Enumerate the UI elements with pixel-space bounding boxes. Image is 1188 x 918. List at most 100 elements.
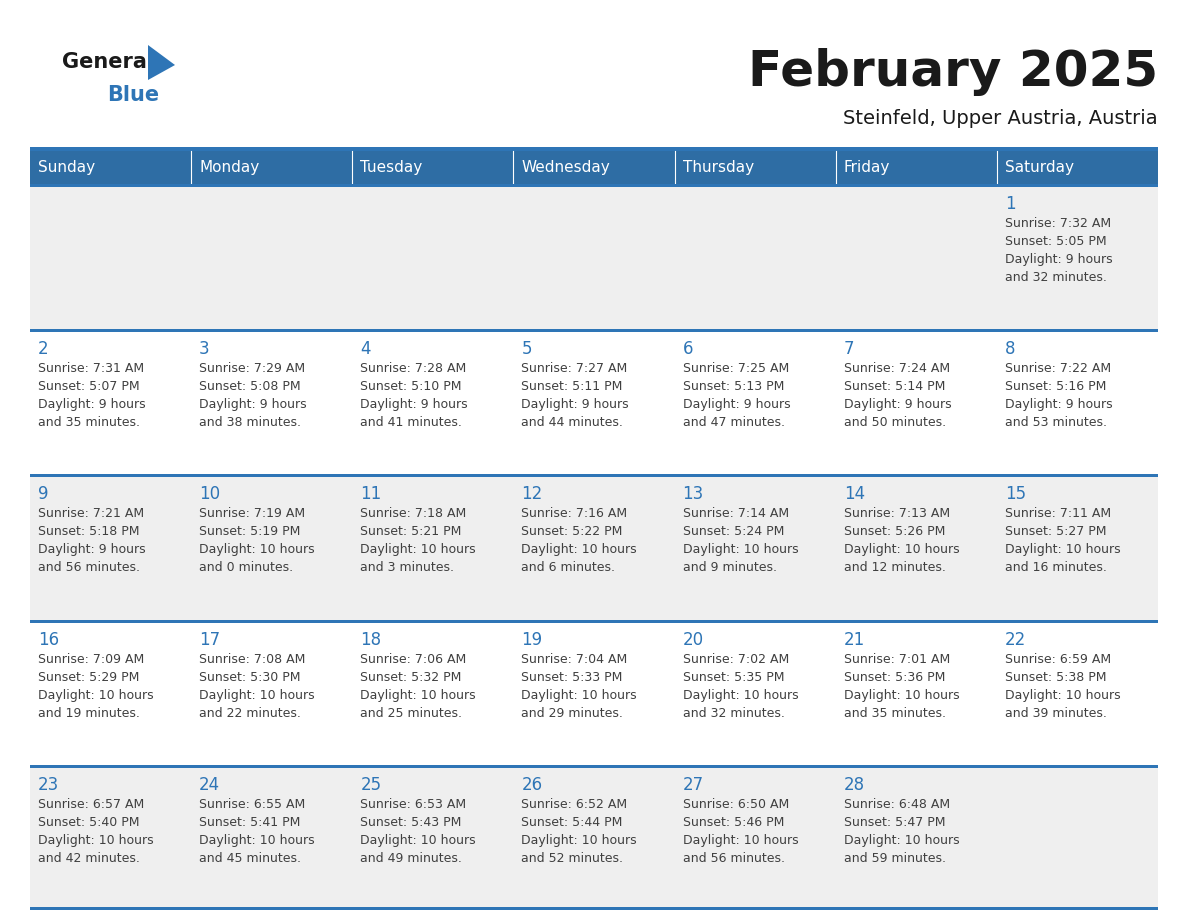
Text: Sunrise: 7:28 AM: Sunrise: 7:28 AM [360,363,467,375]
Text: Sunset: 5:40 PM: Sunset: 5:40 PM [38,816,139,829]
Bar [30,187,191,330]
Text: Sunrise: 7:01 AM: Sunrise: 7:01 AM [843,653,950,666]
Text: Sunday: Sunday [38,160,95,175]
Text: Thursday: Thursday [683,160,753,175]
Text: 1: 1 [1005,195,1016,213]
Text: Daylight: 9 hours: Daylight: 9 hours [843,398,952,411]
Text: Sunset: 5:22 PM: Sunset: 5:22 PM [522,525,623,538]
Text: Sunrise: 7:11 AM: Sunrise: 7:11 AM [1005,508,1111,521]
Bar [353,332,513,475]
Text: and 59 minutes.: and 59 minutes. [843,852,946,865]
Text: 26: 26 [522,776,543,794]
Text: and 38 minutes.: and 38 minutes. [200,416,301,430]
Text: and 16 minutes.: and 16 minutes. [1005,562,1107,575]
Text: 24: 24 [200,776,220,794]
Text: Sunset: 5:32 PM: Sunset: 5:32 PM [360,671,462,684]
Text: and 25 minutes.: and 25 minutes. [360,707,462,720]
Text: and 32 minutes.: and 32 minutes. [1005,271,1107,284]
Text: and 12 minutes.: and 12 minutes. [843,562,946,575]
Text: 11: 11 [360,486,381,503]
Text: 2: 2 [38,341,49,358]
Text: Sunrise: 6:55 AM: Sunrise: 6:55 AM [200,798,305,811]
Text: Sunrise: 7:25 AM: Sunrise: 7:25 AM [683,363,789,375]
Text: Sunrise: 7:04 AM: Sunrise: 7:04 AM [522,653,627,666]
Text: 3: 3 [200,341,210,358]
Bar [30,622,191,765]
Text: Daylight: 9 hours: Daylight: 9 hours [38,398,146,411]
Text: Sunset: 5:46 PM: Sunset: 5:46 PM [683,816,784,829]
Text: and 56 minutes.: and 56 minutes. [38,562,140,575]
Bar [191,767,353,910]
Text: Sunrise: 7:16 AM: Sunrise: 7:16 AM [522,508,627,521]
Bar [835,767,997,910]
Text: Wednesday: Wednesday [522,160,611,175]
Text: Sunset: 5:05 PM: Sunset: 5:05 PM [1005,235,1106,248]
Text: Sunrise: 7:19 AM: Sunrise: 7:19 AM [200,508,305,521]
Text: Sunset: 5:44 PM: Sunset: 5:44 PM [522,816,623,829]
Bar [30,184,1158,187]
Text: Daylight: 9 hours: Daylight: 9 hours [683,398,790,411]
Text: Daylight: 10 hours: Daylight: 10 hours [1005,688,1120,701]
Text: Sunrise: 7:32 AM: Sunrise: 7:32 AM [1005,217,1111,230]
Text: 23: 23 [38,776,59,794]
Text: 22: 22 [1005,631,1026,649]
Bar [353,767,513,910]
Bar [835,187,997,330]
Text: Sunrise: 6:50 AM: Sunrise: 6:50 AM [683,798,789,811]
Bar [997,187,1158,330]
Bar [675,187,835,330]
Bar [675,151,835,184]
Text: Sunset: 5:21 PM: Sunset: 5:21 PM [360,525,462,538]
Text: and 29 minutes.: and 29 minutes. [522,707,624,720]
Text: and 35 minutes.: and 35 minutes. [38,416,140,430]
Text: Sunrise: 7:24 AM: Sunrise: 7:24 AM [843,363,950,375]
Bar [997,767,1158,910]
Text: Sunset: 5:43 PM: Sunset: 5:43 PM [360,816,462,829]
Bar [513,151,675,184]
Text: Tuesday: Tuesday [360,160,423,175]
Text: Sunrise: 7:14 AM: Sunrise: 7:14 AM [683,508,789,521]
Text: Daylight: 9 hours: Daylight: 9 hours [1005,253,1112,266]
Text: and 44 minutes.: and 44 minutes. [522,416,624,430]
Bar [30,147,1158,151]
Text: and 49 minutes.: and 49 minutes. [360,852,462,865]
Bar [30,767,191,910]
Bar [191,187,353,330]
Text: Daylight: 9 hours: Daylight: 9 hours [522,398,630,411]
Text: 12: 12 [522,486,543,503]
Text: Sunrise: 6:57 AM: Sunrise: 6:57 AM [38,798,144,811]
Bar [353,151,513,184]
Text: 27: 27 [683,776,703,794]
Text: 25: 25 [360,776,381,794]
Text: Sunset: 5:07 PM: Sunset: 5:07 PM [38,380,140,393]
Text: and 9 minutes.: and 9 minutes. [683,562,777,575]
Text: Sunset: 5:14 PM: Sunset: 5:14 PM [843,380,946,393]
Text: and 0 minutes.: and 0 minutes. [200,562,293,575]
Text: 20: 20 [683,631,703,649]
Text: Daylight: 10 hours: Daylight: 10 hours [843,688,960,701]
Bar [353,477,513,620]
Text: Sunset: 5:36 PM: Sunset: 5:36 PM [843,671,946,684]
Bar [30,765,1158,767]
Text: 6: 6 [683,341,693,358]
Text: Daylight: 10 hours: Daylight: 10 hours [360,834,476,846]
Bar [675,332,835,475]
Text: Daylight: 10 hours: Daylight: 10 hours [843,834,960,846]
Text: 5: 5 [522,341,532,358]
Text: Daylight: 10 hours: Daylight: 10 hours [200,834,315,846]
Text: Daylight: 9 hours: Daylight: 9 hours [200,398,307,411]
Bar [997,622,1158,765]
Bar [675,767,835,910]
Text: Daylight: 10 hours: Daylight: 10 hours [38,834,153,846]
Text: and 41 minutes.: and 41 minutes. [360,416,462,430]
Bar [30,151,191,184]
Bar [835,477,997,620]
Bar [191,622,353,765]
Text: and 3 minutes.: and 3 minutes. [360,562,454,575]
Text: General: General [62,52,154,72]
Text: Sunrise: 7:18 AM: Sunrise: 7:18 AM [360,508,467,521]
Text: Sunrise: 7:09 AM: Sunrise: 7:09 AM [38,653,144,666]
Text: Daylight: 10 hours: Daylight: 10 hours [360,688,476,701]
Text: 8: 8 [1005,341,1016,358]
Text: Sunset: 5:38 PM: Sunset: 5:38 PM [1005,671,1106,684]
